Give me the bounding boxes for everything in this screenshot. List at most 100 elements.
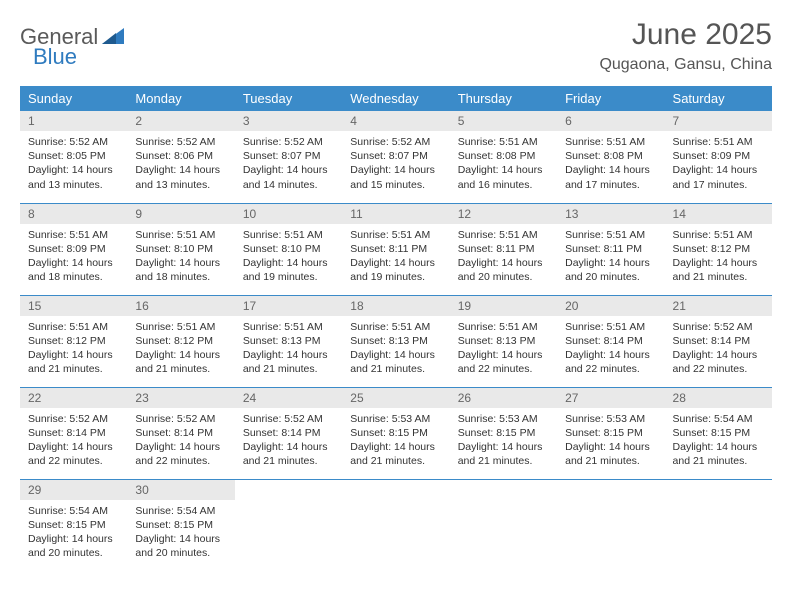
sunrise-line: Sunrise: 5:51 AM: [673, 229, 753, 241]
day-cell: 21 Sunrise: 5:52 AM Sunset: 8:14 PM Dayligh…: [665, 295, 772, 387]
daylight-line: Daylight: 14 hours and 19 minutes.: [243, 257, 328, 283]
day-info: Sunrise: 5:52 AMSunset: 8:14 PMDaylight:…: [127, 408, 234, 475]
sunrise-line: Sunrise: 5:51 AM: [458, 136, 538, 148]
sunrise-line: Sunrise: 5:51 AM: [565, 136, 645, 148]
sunset-line: Sunset: 8:14 PM: [565, 335, 643, 347]
day-number: 14: [665, 204, 772, 224]
day-info: Sunrise: 5:54 AMSunset: 8:15 PMDaylight:…: [20, 500, 127, 567]
day-number: 1: [20, 111, 127, 131]
day-number: 20: [557, 296, 664, 316]
weekday-header: Thursday: [450, 86, 557, 111]
day-number: 8: [20, 204, 127, 224]
day-cell: 8Sunrise: 5:51 AMSunset: 8:09 PMDaylight…: [20, 203, 127, 295]
daylight-line: Daylight: 14 hours and 21 minutes.: [28, 349, 113, 375]
sunrise-line: Sunrise: 5:52 AM: [673, 321, 753, 333]
day-number: 3: [235, 111, 342, 131]
sunrise-line: Sunrise: 5:51 AM: [673, 136, 753, 148]
day-cell: 24Sunrise: 5:52 AMSunset: 8:14 PMDayligh…: [235, 387, 342, 479]
sunrise-line: Sunrise: 5:52 AM: [350, 136, 430, 148]
day-info: Sunrise: 5:53 AM Sunset: 8:15 PM Daylight:…: [342, 408, 449, 475]
weekday-header: Monday: [127, 86, 234, 111]
day-number: 19: [450, 296, 557, 316]
empty-cell: [450, 479, 557, 571]
empty-cell: [665, 479, 772, 571]
day-number: 2: [127, 111, 234, 131]
weekday-header: Tuesday: [235, 86, 342, 111]
sunrise-line: Sunrise: 5:52 AM: [28, 136, 108, 148]
daylight-line: Daylight: 14 hours and 22 minutes.: [28, 441, 113, 467]
day-info: Sunrise: 5:53 AMSunset: 8:15 PMDaylight:…: [450, 408, 557, 475]
day-number: 9: [127, 204, 234, 224]
sunset-line: Sunset: 8:10 PM: [243, 243, 321, 255]
day-cell: 13Sunrise: 5:51 AMSunset: 8:11 PMDayligh…: [557, 203, 664, 295]
day-info: Sunrise: 5:52 AMSunset: 8:07 PMDaylight:…: [342, 131, 449, 198]
sunset-line: Sunset: 8:11 PM: [565, 243, 642, 255]
sunset-line: Sunset: 8:05 PM: [28, 150, 106, 162]
sunrise-line: Sunrise: 5:53 AM: [565, 413, 645, 425]
day-number: 15: [20, 296, 127, 316]
daylight-line: Daylight: 14 hours and 21 minutes.: [135, 349, 220, 375]
day-info: Sunrise: 5:51 AMSunset: 8:11 PMDaylight:…: [450, 224, 557, 291]
weekday-header-row: SundayMondayTuesdayWednesdayThursdayFrid…: [20, 86, 772, 111]
daylight-line: Daylight: 14 hours and 20 minutes.: [458, 257, 543, 283]
day-cell: 26Sunrise: 5:53 AMSunset: 8:15 PMDayligh…: [450, 387, 557, 479]
day-number: 28: [665, 388, 772, 408]
sunset-line: Sunset: 8:06 PM: [135, 150, 213, 162]
sunrise-line: Sunrise: 5:51 AM: [458, 321, 538, 333]
daylight-line: Daylight: 14 hours and 22 minutes.: [565, 349, 650, 375]
day-info: Sunrise: 5:51 AMSunset: 8:09 PMDaylight:…: [20, 224, 127, 291]
weekday-header: Wednesday: [342, 86, 449, 111]
day-info: Sunrise: 5:51 AMSunset: 8:11 PMDaylight:…: [557, 224, 664, 291]
sunset-line: Sunset: 8:15 PM: [350, 427, 428, 439]
logo-triangle-icon: [102, 28, 124, 49]
day-number: 6: [557, 111, 664, 131]
daylight-line: Daylight: 14 hours and 17 minutes.: [673, 164, 758, 190]
sunset-line: Sunset: 8:15 PM: [135, 519, 213, 531]
day-info: Sunrise: 5:52 AMSunset: 8:06 PMDaylight:…: [127, 131, 234, 198]
sunset-line: Sunset: 8:14 PM: [28, 427, 106, 439]
sunset-line: Sunset: 8:09 PM: [673, 150, 751, 162]
sunset-line: Sunset: 8:08 PM: [458, 150, 536, 162]
daylight-line: Daylight: 14 hours and 19 minutes.: [350, 257, 435, 283]
sunrise-line: Sunrise: 5:51 AM: [28, 229, 108, 241]
daylight-line: Daylight: 14 hours and 21 minutes.: [565, 441, 650, 467]
logo-sub: Blue: [33, 44, 77, 70]
day-cell: 18Sunrise: 5:51 AMSunset: 8:13 PMDayligh…: [342, 295, 449, 387]
day-cell: 25Sunrise: 5:53 AMSunset: 8:15 PMDayligh…: [342, 387, 449, 479]
sunset-line: Sunset: 8:12 PM: [673, 243, 751, 255]
sunrise-line: Sunrise: 5:54 AM: [673, 413, 753, 425]
day-cell: 15Sunrise: 5:51 AMSunset: 8:12 PMDayligh…: [20, 295, 127, 387]
day-cell: 16Sunrise: 5:51 AMSunset: 8:12 PMDayligh…: [127, 295, 234, 387]
day-info: Sunrise: 5:52 AMSunset: 8:07 PMDaylight:…: [235, 131, 342, 198]
day-number: 11: [342, 204, 449, 224]
day-cell: 12Sunrise: 5:51 AMSunset: 8:11 PMDayligh…: [450, 203, 557, 295]
day-cell: 4Sunrise: 5:52 AMSunset: 8:07 PMDaylight…: [342, 111, 449, 203]
sunset-line: Sunset: 8:12 PM: [28, 335, 106, 347]
day-number: 12: [450, 204, 557, 224]
daylight-line: Daylight: 14 hours and 22 minutes.: [458, 349, 543, 375]
sunset-line: Sunset: 8:15 PM: [565, 427, 643, 439]
sunset-line: Sunset: 8:15 PM: [673, 427, 751, 439]
sunrise-line: Sunrise: 5:51 AM: [243, 321, 323, 333]
daylight-line: Daylight: 14 hours and 21 minutes.: [350, 441, 435, 467]
day-info: Sunrise: 5:52 AMSunset: 8:14 PMDaylight:…: [20, 408, 127, 475]
sunset-line: Sunset: 8:12 PM: [135, 335, 213, 347]
day-info: Sunrise: 5:51 AMSunset: 8:08 PMDaylight:…: [450, 131, 557, 198]
day-number: 22: [20, 388, 127, 408]
day-cell: 20Sunrise: 5:51 AMSunset: 8:14 PMDayligh…: [557, 295, 664, 387]
day-number: 16: [127, 296, 234, 316]
daylight-line: Daylight: 14 hours and 20 minutes.: [28, 533, 113, 559]
daylight-line: Daylight: 14 hours and 21 minutes.: [243, 349, 328, 375]
daylight-line: Daylight: 14 hours and 15 minutes.: [350, 164, 435, 190]
sunset-line: Sunset: 8:14 PM: [673, 335, 751, 347]
sunset-line: Sunset: 8:13 PM: [458, 335, 536, 347]
sunrise-line: Sunrise: 5:53 AM: [350, 413, 430, 425]
daylight-line: Daylight: 14 hours and 22 minutes.: [135, 441, 220, 467]
day-info: Sunrise: 5:51 AMSunset: 8:10 PMDaylight:…: [235, 224, 342, 291]
daylight-line: Daylight: 14 hours and 21 minutes.: [350, 349, 435, 375]
sunset-line: Sunset: 8:11 PM: [350, 243, 427, 255]
daylight-line: Daylight: 14 hours and 22 minutes.: [673, 349, 758, 375]
day-number: 21: [665, 296, 772, 316]
day-number: 7: [665, 111, 772, 131]
day-cell: 5Sunrise: 5:51 AMSunset: 8:08 PMDaylight…: [450, 111, 557, 203]
